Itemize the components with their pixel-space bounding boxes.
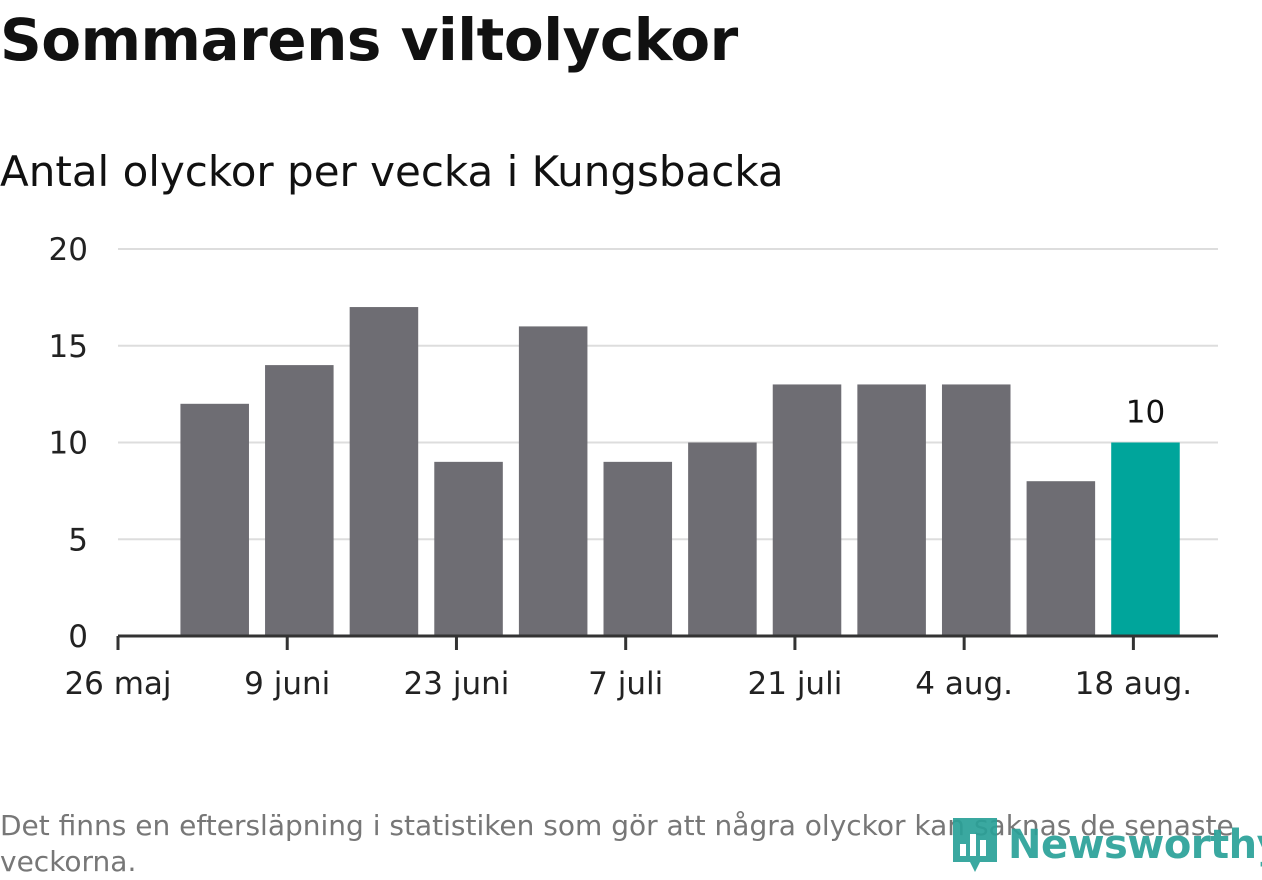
logo-wordmark: Newsworthy xyxy=(1008,822,1262,868)
data-labels: 10 xyxy=(1126,395,1165,431)
y-tick-label: 10 xyxy=(49,426,88,462)
bar xyxy=(688,442,757,636)
x-tick-label: 23 juni xyxy=(404,666,510,702)
y-tick-label: 15 xyxy=(49,329,88,365)
bar xyxy=(518,326,588,636)
bar xyxy=(434,461,503,636)
x-tick-label: 7 juli xyxy=(588,666,663,702)
x-tick-label: 18 aug. xyxy=(1075,666,1192,702)
newsworthy-logo[interactable]: Newsworthy xyxy=(950,814,1262,876)
bar xyxy=(349,307,419,636)
bar xyxy=(1026,481,1096,636)
bar xyxy=(857,384,926,636)
bar-chart-badge-icon xyxy=(953,818,997,872)
x-tick-label: 9 juni xyxy=(244,666,330,702)
y-tick-label: 0 xyxy=(68,619,88,655)
data-label: 10 xyxy=(1126,395,1165,431)
chart-title: Sommarens viltolyckor xyxy=(0,6,738,74)
x-tick-label: 21 juli xyxy=(748,666,843,702)
x-tick-label: 26 maj xyxy=(64,666,171,702)
y-tick-label: 5 xyxy=(68,522,88,558)
chart-subtitle: Antal olyckor per vecka i Kungsbacka xyxy=(0,147,784,196)
bar xyxy=(941,384,1011,636)
bar xyxy=(265,365,334,636)
y-tick-label: 20 xyxy=(49,232,88,268)
x-tick-label: 4 aug. xyxy=(915,666,1013,702)
bars xyxy=(180,307,1180,636)
bar-highlighted xyxy=(1111,442,1180,636)
y-axis: 0 5 10 15 20 xyxy=(49,232,88,655)
bar-chart: 10 0 5 10 15 20 26 maj 9 juni 23 juni 7 juli 21 … xyxy=(49,232,1218,702)
bar xyxy=(772,384,842,636)
x-axis: 26 maj 9 juni 23 juni 7 juli 21 juli 4 aug. 18… xyxy=(64,634,1218,702)
footnote: Det finns en eftersläpning i statistiken… xyxy=(0,809,1234,878)
bar xyxy=(603,461,673,636)
bar xyxy=(180,403,249,636)
